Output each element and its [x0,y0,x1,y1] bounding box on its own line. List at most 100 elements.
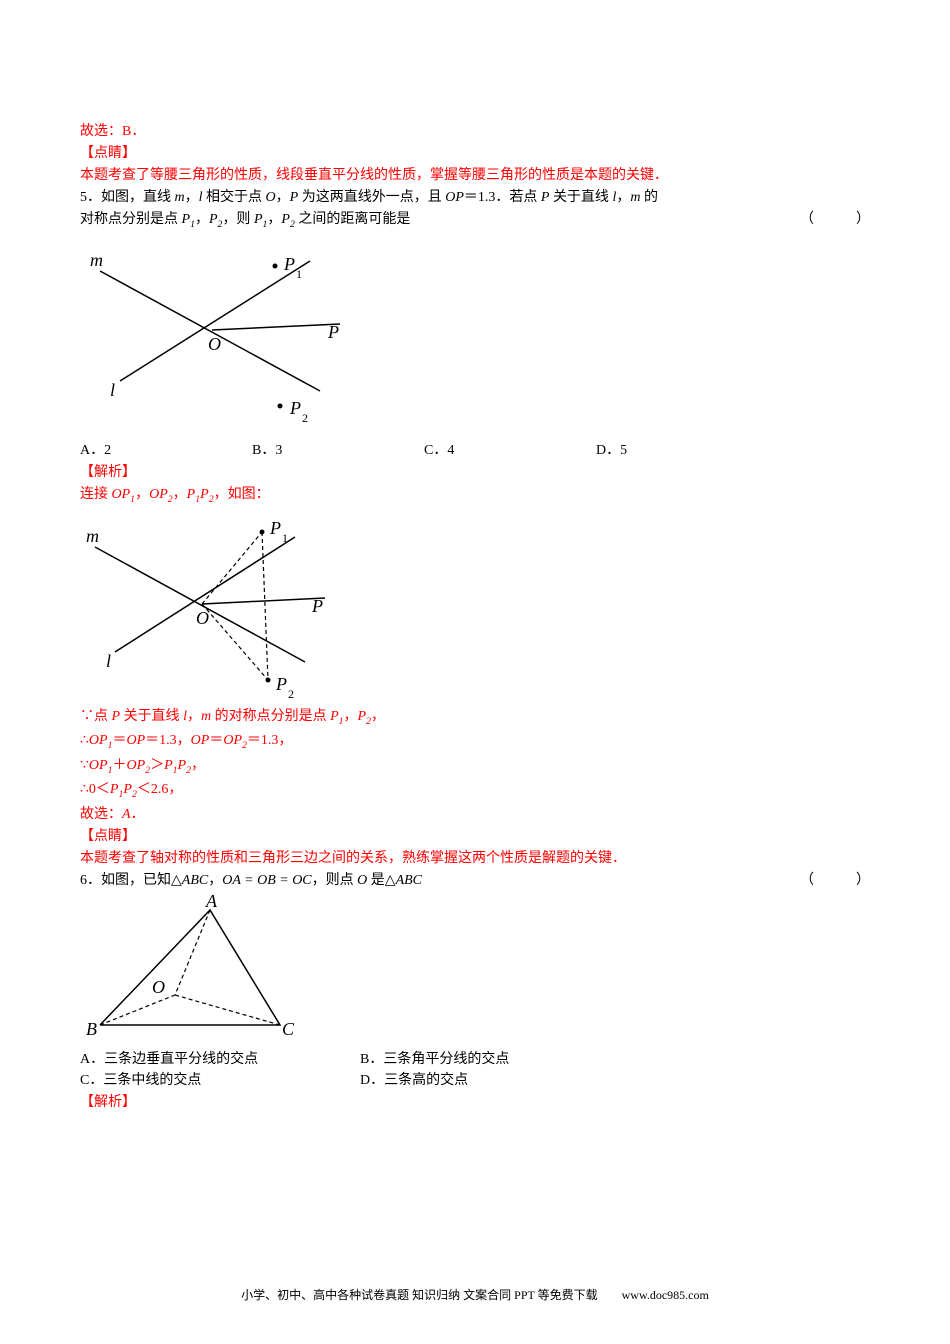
svg-text:1: 1 [282,531,288,545]
var-P: P [290,190,299,205]
q5-sol-2: ∴OP1＝OP＝1.3，OP＝OP2＝1.3， [80,730,870,753]
svg-text:P: P [289,398,301,418]
var-O: O [266,190,276,205]
var: P1P2 [164,758,191,773]
text: ＋ [113,758,127,773]
svg-text:C: C [282,1019,295,1039]
text: 关于直线 [120,709,183,724]
text: ＞ [150,758,164,773]
q6-option-d: D．三条高的交点 [360,1070,640,1091]
svg-text:B: B [86,1019,97,1039]
answer-paren: （ ） [800,209,870,230]
q5-option-d: D．5 [596,440,768,461]
text: ， [135,487,149,502]
text: ，如图： [214,487,270,502]
var-m: m [175,190,185,205]
svg-text:1: 1 [296,267,302,281]
svg-text:l: l [106,651,111,671]
svg-text:O: O [196,608,209,628]
text: ， [173,487,187,502]
q5-dianjing-label: 【点睛】 [80,826,870,847]
svg-text:2: 2 [288,687,294,701]
var-P2: P2 [281,212,294,227]
var-P1: P1 [254,212,267,227]
text: ， [616,190,630,205]
text: ＝1.3， [247,733,293,748]
page-footer: 小学、初中、高中各种试卷真题 知识归纳 文案合同 PPT 等免费下载 www.d… [80,1286,870,1304]
text: 为这两直线外一点，且 [298,190,445,205]
svg-text:O: O [208,334,221,354]
var: P [112,709,121,724]
var: OP2 [223,733,247,748]
text: ，则 [222,212,254,227]
q5-sol-3: ∵OP1＋OP2＞P1P2， [80,755,870,778]
text: 6．如图，已知 [80,873,171,888]
ans: A [122,807,131,822]
q6-option-c: C．三条中线的交点 [80,1070,360,1091]
q6-option-a: A．三条边垂直平分线的交点 [80,1049,360,1070]
q5-option-c: C．4 [424,440,596,461]
var: OP1 [89,733,113,748]
text: 的对称点分别是点 [211,709,330,724]
q6-options: A．三条边垂直平分线的交点 B．三条角平分线的交点 C．三条中线的交点 D．三条… [80,1049,640,1091]
svg-text:A: A [205,895,218,911]
q5-dianjing-text: 本题考查了轴对称的性质和三角形三边之间的关系，熟练掌握这两个性质是解题的关键． [80,848,870,869]
text: ＝1.3， [145,733,191,748]
var-P1: P1 [182,212,195,227]
text: 相交于点 [203,190,266,205]
var: OP2 [149,487,173,502]
var: P1P2 [110,782,137,797]
text: 的 [640,190,658,205]
text: ， [208,873,222,888]
text: ＝1.3．若点 [464,190,541,205]
text: ， [276,190,290,205]
text: 之间的距离可能是 [295,212,411,227]
text: ∴ [80,733,89,748]
tri: △ABC [171,873,208,888]
text: ， [344,709,358,724]
q5-option-a: A．2 [80,440,252,461]
var: P2 [358,709,371,724]
text: 关于直线 [549,190,612,205]
text: ． [131,807,145,822]
q5-jiexi-text: 连接 OP1，OP2，P1P2，如图： [80,484,870,507]
text: 是 [367,873,385,888]
text: 故选： [80,807,122,822]
text: ∴0＜ [80,782,110,797]
q6-figure: A B C O [80,895,870,1045]
var: OP [191,733,210,748]
svg-text:m: m [86,526,99,546]
var-OP: OP [445,190,464,205]
q5-figure-2: m l O P P 1 P 2 [80,512,870,702]
text: ＜2.6， [137,782,183,797]
text: 对称点分别是点 [80,212,182,227]
svg-text:P: P [311,596,323,616]
svg-text:P: P [283,254,295,274]
svg-text:O: O [152,977,165,997]
var: OP1 [112,487,136,502]
q5-sol-4: ∴0＜P1P2＜2.6， [80,779,870,802]
svg-text:m: m [90,250,103,270]
svg-text:2: 2 [302,411,308,425]
text: ＝ [113,733,127,748]
svg-text:P: P [269,518,281,538]
q6-jiexi-label: 【解析】 [80,1092,870,1113]
var-O: O [357,873,367,888]
var: OP [127,733,146,748]
text: ∵点 [80,709,112,724]
text: ， [371,709,385,724]
q5-option-b: B．3 [252,440,424,461]
text: ，则点 [312,873,358,888]
text: ， [267,212,281,227]
svg-text:P: P [327,322,339,342]
q6-stem: 6．如图，已知△ABC，OA = OB = OC，则点 O 是△ABC （ ） [80,870,870,891]
text: ， [187,709,201,724]
answer-paren: （ ） [800,870,870,891]
tri: △ABC [385,873,422,888]
q5-answer: 故选：A． [80,804,870,825]
var: OP1 [89,758,113,773]
q5-options: A．2 B．3 C．4 D．5 [80,440,870,461]
dianjing-label: 【点睛】 [80,143,870,164]
svg-text:P: P [275,674,287,694]
var: OP2 [127,758,151,773]
